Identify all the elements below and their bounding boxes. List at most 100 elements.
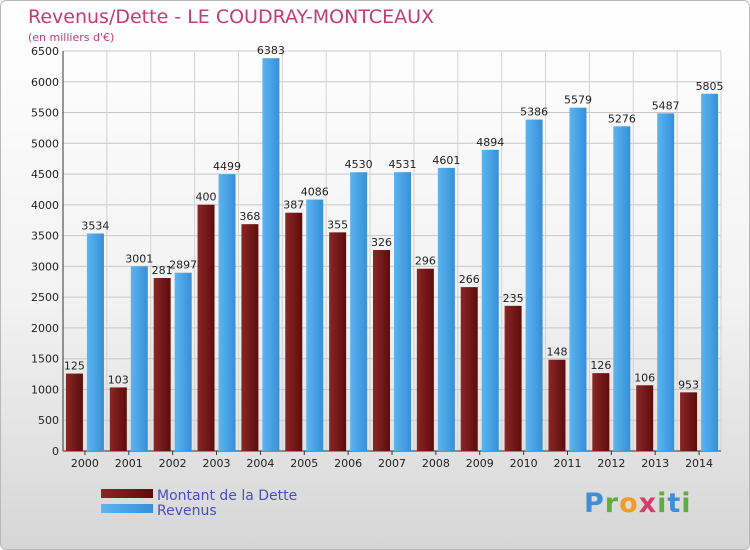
revenus-bar	[701, 93, 719, 452]
dette-bar	[197, 204, 215, 451]
logo-letter: t	[667, 488, 682, 519]
x-tick-label: 2011	[553, 457, 581, 470]
dette-value-label: 125	[64, 360, 85, 373]
legend: Montant de la Dette Revenus	[101, 488, 297, 519]
dette-bar	[241, 224, 259, 451]
legend-label-revenus: Revenus	[157, 503, 217, 519]
y-tick-label: 4500	[31, 168, 59, 181]
dette-value-label: 281	[152, 264, 173, 277]
dette-value-label: 106	[634, 371, 655, 384]
x-tick-label: 2013	[641, 457, 669, 470]
dette-bar	[416, 268, 434, 451]
dette-bar	[548, 359, 566, 451]
dette-bar	[680, 392, 698, 451]
dette-bar	[65, 373, 83, 451]
chart-subtitle: (en milliers d'€)	[28, 31, 115, 44]
revenus-bar	[218, 174, 236, 451]
x-tick-label: 2003	[203, 457, 231, 470]
revenus-bar	[130, 266, 148, 451]
legend-label-dette: Montant de la Dette	[157, 488, 297, 504]
dette-bar	[592, 373, 610, 451]
dette-bar	[109, 387, 127, 451]
dette-bar	[285, 212, 303, 451]
y-tick-label: 3000	[31, 260, 59, 273]
revenus-value-label: 3534	[81, 220, 109, 233]
logo-letter: o	[619, 488, 639, 519]
revenus-bar	[569, 107, 587, 451]
y-tick-label: 6000	[31, 76, 59, 89]
logo-letter: r	[604, 488, 620, 519]
axes: 0 500 1000 1500 2000 2500 3000 3500 4000 4500 5000…	[31, 45, 721, 470]
revenus-value-label: 2897	[169, 259, 197, 272]
dette-value-label: 235	[503, 292, 524, 305]
dette-value-label: 103	[108, 373, 129, 386]
x-tick-label: 2010	[510, 457, 538, 470]
revenus-value-label: 6383	[257, 44, 285, 57]
revenus-value-label: 4601	[432, 154, 460, 167]
revenus-bar	[174, 272, 192, 451]
dette-bar	[636, 385, 654, 451]
y-tick-label: 1500	[31, 353, 59, 366]
dette-value-label: 148	[546, 346, 567, 359]
revenus-bar	[437, 167, 455, 451]
revenus-bar	[306, 199, 324, 451]
dette-value-label: 368	[239, 210, 260, 223]
x-tick-label: 2007	[378, 457, 406, 470]
y-tick-label: 0	[52, 445, 59, 458]
logo-letter: P	[584, 488, 605, 519]
x-tick-label: 2001	[115, 457, 143, 470]
dette-bar	[329, 232, 347, 451]
dette-value-label: 326	[371, 236, 392, 249]
logo-letter: x	[638, 488, 658, 519]
dette-bar	[373, 250, 390, 451]
x-tick-label: 2005	[290, 457, 318, 470]
proxiti-logo: Proxiti	[584, 488, 692, 519]
revenus-bar	[86, 233, 104, 451]
x-tick-label: 2012	[597, 457, 625, 470]
revenus-bar	[350, 172, 368, 451]
x-tick-label: 2000	[71, 457, 99, 470]
dette-value-label: 296	[415, 255, 436, 268]
revenus-value-label: 4531	[389, 158, 417, 171]
dette-value-label: 126	[590, 359, 611, 372]
revenus-value-label: 4499	[213, 160, 241, 173]
revenus-bar	[394, 172, 411, 451]
dette-bar	[504, 305, 522, 451]
bars	[65, 58, 719, 452]
revenus-value-label: 5805	[696, 80, 724, 93]
revenus-bar	[262, 58, 280, 451]
revenus-value-label: 4894	[476, 136, 504, 149]
revenus-value-label: 5579	[564, 94, 592, 107]
revenus-value-label: 5276	[608, 112, 636, 125]
x-tick-label: 2006	[334, 457, 362, 470]
y-tick-label: 5500	[31, 107, 59, 120]
x-tick-label: 2004	[246, 457, 274, 470]
legend-swatch-revenus	[101, 504, 153, 513]
y-tick-label: 3500	[31, 230, 59, 243]
legend-swatch-dette	[101, 489, 153, 498]
x-tick-label: 2008	[422, 457, 450, 470]
dette-value-label: 355	[327, 218, 348, 231]
logo-letter: i	[681, 488, 692, 519]
y-tick-label: 4000	[31, 199, 59, 212]
y-tick-label: 6500	[31, 45, 59, 58]
x-tick-label: 2009	[466, 457, 494, 470]
revenus-value-label: 4530	[345, 158, 373, 171]
revenus-bar	[481, 149, 499, 452]
revenus-bar	[525, 119, 543, 452]
y-tick-label: 1000	[31, 383, 59, 396]
revenus-value-label: 5487	[652, 99, 680, 112]
dette-value-label: 266	[459, 273, 480, 286]
dette-bar	[153, 278, 171, 451]
y-tick-label: 500	[38, 414, 59, 427]
y-tick-label: 2500	[31, 291, 59, 304]
logo-letter: i	[657, 488, 668, 519]
chart-title: Revenus/Dette - LE COUDRAY-MONTCEAUX	[28, 6, 434, 28]
revenus-value-label: 4086	[301, 186, 329, 199]
y-tick-label: 2000	[31, 322, 59, 335]
dette-value-label: 953	[678, 378, 699, 391]
revenus-bar	[657, 113, 675, 451]
dette-value-label: 387	[283, 199, 304, 212]
